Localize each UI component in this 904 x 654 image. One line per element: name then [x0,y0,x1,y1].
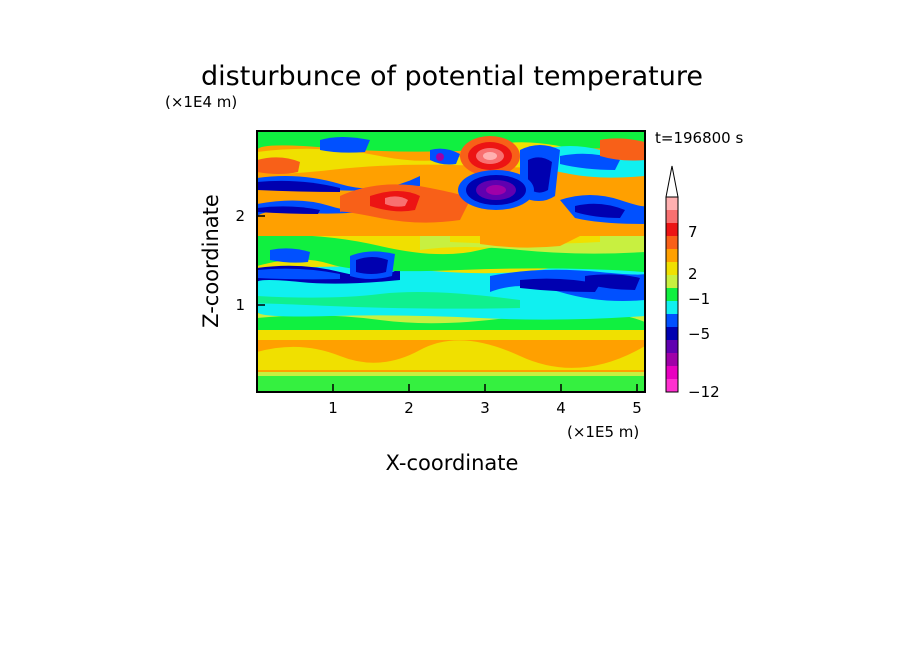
time-label: t=196800 s [655,129,743,147]
y-axis-label: Z-coordinate [199,194,223,328]
colorbar-tick-label: 7 [688,223,698,241]
y-unit-label: (×1E4 m) [165,93,237,111]
colorbar-cell [666,197,678,211]
colorbar-cell [666,262,678,276]
colorbar-extend-arrow [665,165,679,198]
y-axis: 1 2 Z-coordinate [199,194,265,328]
colorbar-tick-label: −1 [688,290,710,308]
x-axis: 1 2 3 4 5 (×1E5 m) X-coordinate [328,384,642,475]
colorbar-cell [666,223,678,237]
x-tick-label: 2 [404,399,414,417]
colorbar-cell [666,236,678,250]
x-tick-label: 4 [556,399,566,417]
x-tick-label: 3 [480,399,490,417]
y-tick-label: 1 [235,296,245,314]
plot-frame [256,130,646,393]
plot-area [257,131,645,392]
y-tick-label: 2 [235,207,245,225]
colorbar-cell [666,340,678,354]
chart-title: disturbunce of potential temperature [201,61,703,92]
colorbar-cell [666,210,678,224]
colorbar-tick-label: −12 [688,383,720,401]
colorbar-cell [666,353,678,367]
x-unit-label: (×1E5 m) [567,423,639,441]
colorbar-cell [666,249,678,263]
colorbar-cell [666,314,678,328]
colorbar: 7 2 −1 −5 −12 [665,165,720,401]
colorbar-tick-label: 2 [688,265,698,283]
colorbar-cell [666,379,678,393]
colorbar-tick-label: −5 [688,325,710,343]
x-tick-label: 1 [328,399,338,417]
colorbar-cell [666,301,678,315]
colorbar-cell [666,288,678,302]
colorbar-cell [666,327,678,341]
x-axis-label: X-coordinate [386,451,519,475]
x-tick-label: 5 [632,399,642,417]
colorbar-cell [666,366,678,380]
colorbar-cell [666,275,678,289]
